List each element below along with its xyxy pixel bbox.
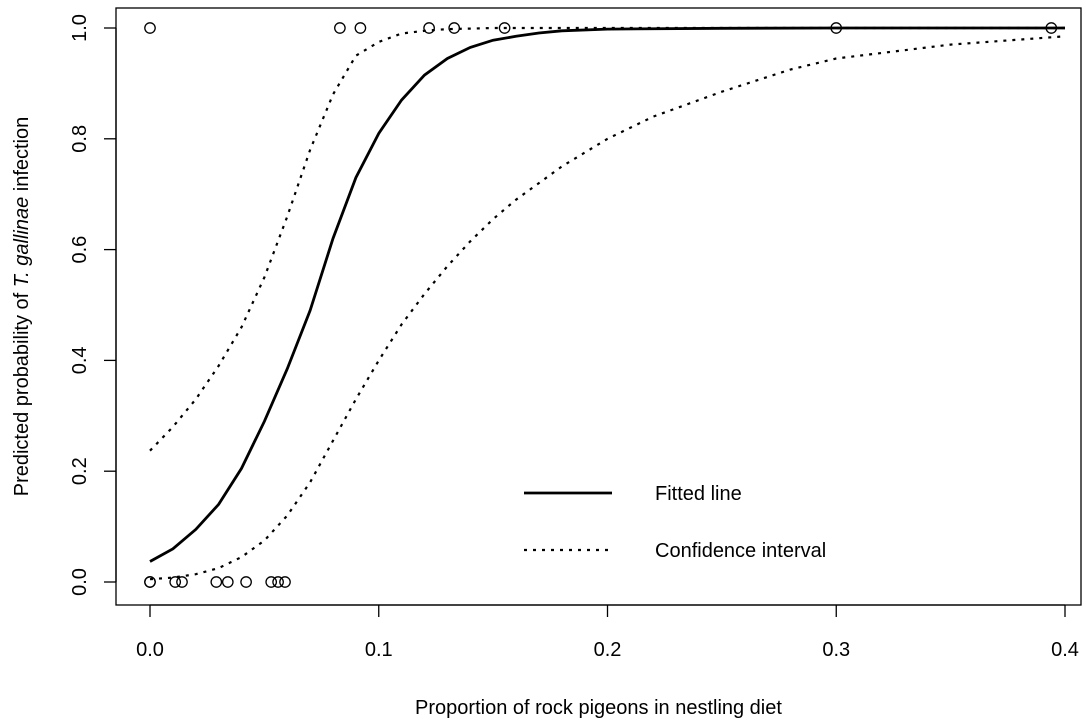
y-axis-label-italic: T. gallinae bbox=[11, 197, 33, 287]
y-tick-label: 1.0 bbox=[69, 14, 91, 42]
plot-frame bbox=[115, 7, 1082, 606]
observation-point bbox=[279, 576, 291, 588]
observation-point bbox=[176, 576, 188, 588]
observation-points bbox=[144, 22, 1058, 588]
y-axis-label-suffix: infection bbox=[11, 117, 33, 197]
x-axis: 0.0 0.1 0.2 0.3 0.4 bbox=[136, 604, 1079, 661]
x-tick-label: 0.2 bbox=[594, 639, 622, 661]
x-tick-label: 0.0 bbox=[136, 639, 164, 661]
observation-point bbox=[240, 576, 252, 588]
observation-point bbox=[144, 576, 156, 588]
observation-point bbox=[144, 22, 156, 34]
y-tick-label: 0.8 bbox=[69, 125, 91, 153]
y-axis-label: Predicted probability of T. gallinae inf… bbox=[11, 117, 33, 497]
legend-label: Fitted line bbox=[655, 483, 742, 505]
observation-point bbox=[448, 22, 461, 34]
y-axis-label-prefix: Predicted probability of bbox=[11, 287, 33, 496]
x-tick-label: 0.3 bbox=[822, 639, 850, 661]
observation-point bbox=[221, 576, 234, 588]
fitted-line bbox=[149, 26, 1065, 563]
y-tick-label: 0.4 bbox=[69, 346, 91, 374]
legend-label: Confidence interval bbox=[655, 540, 826, 562]
x-tick-label: 0.4 bbox=[1051, 639, 1079, 661]
y-tick-label: 0.2 bbox=[69, 457, 91, 485]
confidence-interval-line-1 bbox=[149, 26, 1065, 452]
curves bbox=[149, 26, 1066, 581]
y-axis: 0.0 0.2 0.4 0.6 0.8 1.0 bbox=[69, 14, 117, 596]
x-axis-label: Proportion of rock pigeons in nestling d… bbox=[415, 697, 782, 719]
observation-point bbox=[1045, 22, 1058, 34]
observation-point bbox=[423, 22, 435, 34]
observation-point bbox=[265, 576, 278, 588]
legend: Fitted line Confidence interval bbox=[524, 483, 826, 562]
observation-point bbox=[169, 576, 182, 588]
x-tick-label: 0.1 bbox=[365, 639, 393, 661]
y-tick-label: 0.6 bbox=[69, 236, 91, 264]
confidence-interval-line-2 bbox=[149, 35, 1066, 581]
observation-point bbox=[272, 576, 284, 588]
observation-point bbox=[210, 576, 223, 588]
observation-point bbox=[334, 22, 346, 34]
y-tick-label: 0.0 bbox=[69, 568, 91, 596]
observation-point bbox=[354, 22, 367, 34]
observation-point bbox=[830, 22, 843, 34]
observation-point bbox=[498, 22, 511, 34]
